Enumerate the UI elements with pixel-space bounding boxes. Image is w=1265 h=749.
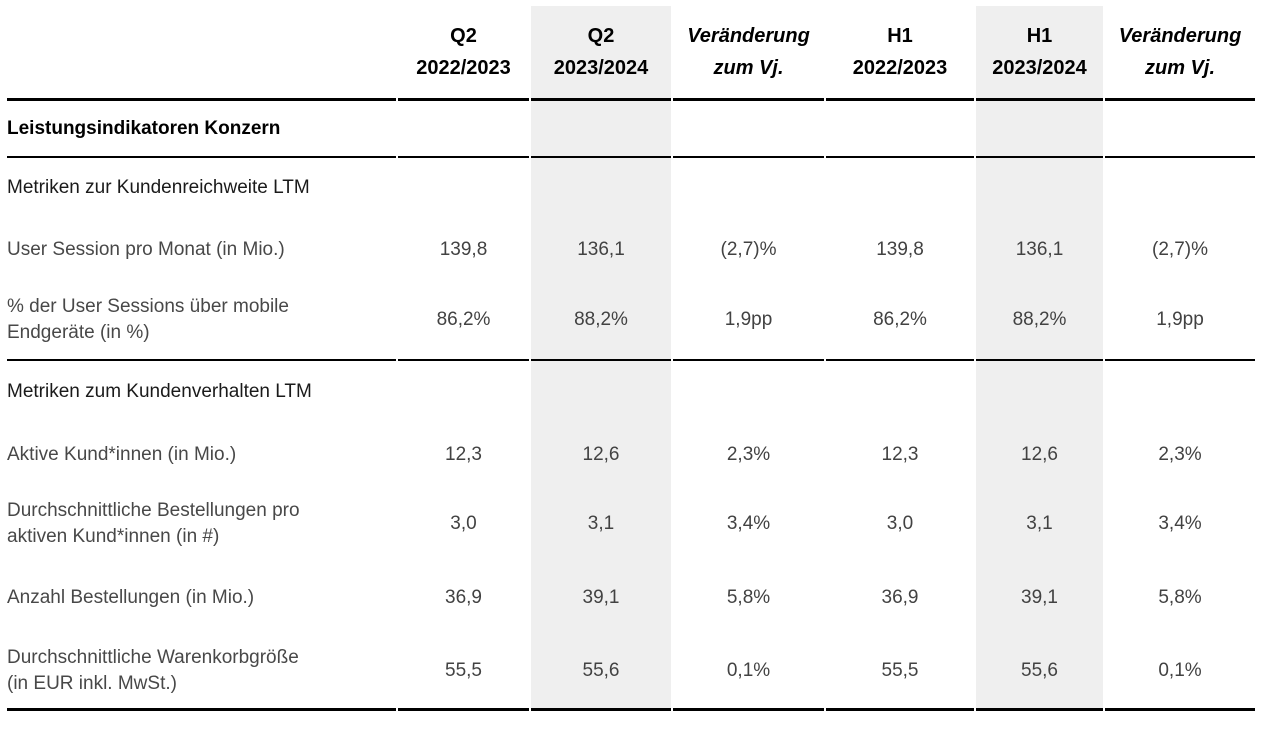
metric-value: 139,8 (876, 238, 924, 260)
table-row: % der User Sessions über mobile Endgerät… (7, 281, 1255, 361)
metric-value: 136,1 (976, 218, 1103, 281)
metric-value: 12,3 (881, 443, 919, 465)
section-title: Leistungsindikatoren Konzern (7, 101, 396, 158)
metric-value: 12,6 (531, 423, 671, 486)
metric-value: 55,6 (976, 634, 1103, 711)
empty-cell (1105, 361, 1255, 423)
empty-cell (826, 101, 974, 158)
table-row: Metriken zur Kundenreichweite LTM (7, 158, 1255, 218)
metric-value: 55,5 (398, 634, 529, 711)
column-header-veraenderung-q2: Veränderung zum Vj. (673, 6, 824, 101)
metric-value: 88,2% (976, 281, 1103, 361)
metric-value: 2,3% (1158, 443, 1202, 465)
metric-label: Durchschnittliche Warenkorbgröße (in EUR… (7, 634, 396, 711)
metric-value: 36,9 (445, 587, 482, 608)
metric-label: Aktive Kund*innen (in Mio.) (7, 443, 237, 465)
metric-value: 3,0 (450, 513, 477, 534)
metric-value: 39,1 (976, 562, 1103, 634)
metric-value: 86,2% (826, 281, 974, 361)
table-row: User Session pro Monat (in Mio.) 139,8 1… (7, 218, 1255, 281)
column-header-q2-2022-2023: Q2 2022/2023 (398, 6, 529, 101)
metric-value: 36,9 (881, 587, 919, 608)
empty-cell (976, 158, 1103, 218)
empty-cell (531, 101, 671, 158)
metric-value: 55,5 (826, 634, 974, 711)
empty-cell (826, 158, 974, 218)
column-header-q2-2023-2024: Q2 2023/2024 (531, 6, 671, 101)
subsection-title: Metriken zum Kundenverhalten LTM (7, 381, 312, 402)
metric-value: 3,0 (886, 513, 914, 534)
metric-value: 3,1 (976, 486, 1103, 562)
metric-label: Durchschnittliche Bestellungen pro aktiv… (7, 500, 300, 547)
subsection-title: Metriken zur Kundenreichweite LTM (7, 177, 310, 198)
metric-value: 5,8% (726, 587, 771, 608)
empty-cell (1105, 101, 1255, 158)
metric-value: 55,6 (531, 634, 671, 711)
empty-cell (673, 361, 824, 423)
metric-value: 88,2% (531, 281, 671, 361)
metric-value: 1,9pp (673, 281, 824, 361)
empty-cell (673, 101, 824, 158)
empty-cell (531, 361, 671, 423)
table-row: Metriken zum Kundenverhalten LTM (7, 361, 1255, 423)
table-row: Leistungsindikatoren Konzern (7, 101, 1255, 158)
metric-label: User Session pro Monat (in Mio.) (7, 238, 285, 260)
table-row: Anzahl Bestellungen (in Mio.) 36,9 39,1 … (7, 562, 1255, 634)
empty-cell (1105, 158, 1255, 218)
empty-cell (976, 101, 1103, 158)
metric-label: % der User Sessions über mobile Endgerät… (7, 281, 396, 361)
column-header-empty (7, 6, 396, 101)
table-row: Aktive Kund*innen (in Mio.) 12,3 12,6 2,… (7, 423, 1255, 486)
metric-value: 12,3 (445, 443, 482, 465)
metric-value: 3,4% (726, 513, 771, 534)
metric-value: 1,9pp (1105, 281, 1255, 361)
column-header-veraenderung-h1: Veränderung zum Vj. (1105, 6, 1255, 101)
metric-value: 0,1% (1105, 634, 1255, 711)
metric-value: 136,1 (531, 218, 671, 281)
metric-value: 3,1 (531, 486, 671, 562)
empty-cell (398, 361, 529, 423)
metric-value: 12,6 (976, 423, 1103, 486)
empty-cell (398, 158, 529, 218)
metric-value: (2,7)% (1152, 238, 1208, 260)
table-row: Durchschnittliche Warenkorbgröße (in EUR… (7, 634, 1255, 711)
metric-value: 86,2% (398, 281, 529, 361)
metric-value: 0,1% (673, 634, 824, 711)
column-header-h1-2023-2024: H1 2023/2024 (976, 6, 1103, 101)
empty-cell (398, 101, 529, 158)
metric-label: Anzahl Bestellungen (in Mio.) (7, 587, 255, 608)
table-header-row: Q2 2022/2023 Q2 2023/2024 Veränderung zu… (7, 6, 1255, 101)
metric-value: 5,8% (1158, 587, 1202, 608)
metric-value: 2,3% (726, 443, 771, 465)
metric-value: 39,1 (531, 562, 671, 634)
metric-value: 139,8 (439, 238, 488, 260)
empty-cell (673, 158, 824, 218)
empty-cell (976, 361, 1103, 423)
kpi-table: Q2 2022/2023 Q2 2023/2024 Veränderung zu… (5, 6, 1257, 711)
empty-cell (826, 361, 974, 423)
metric-value: 3,4% (1158, 513, 1202, 534)
column-header-h1-2022-2023: H1 2022/2023 (826, 6, 974, 101)
metric-value: (2,7)% (720, 238, 777, 260)
table-row: Durchschnittliche Bestellungen pro aktiv… (7, 486, 1255, 562)
empty-cell (531, 158, 671, 218)
